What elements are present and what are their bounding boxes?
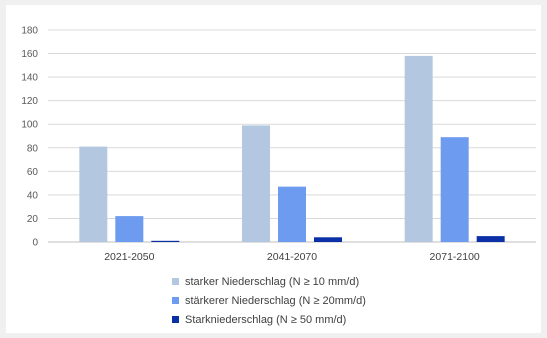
legend-item: stärkerer Niederschlag (N ≥ 20mm/d) — [172, 291, 366, 310]
bar — [476, 236, 505, 242]
y-tick-label: 140 — [21, 73, 38, 84]
y-axis: 0 20 40 60 80 100 120 140 160 180 — [21, 26, 38, 249]
y-tick-label: 100 — [21, 120, 38, 131]
legend-swatch — [172, 297, 179, 304]
legend-item: starker Niederschlag (N ≥ 10 mm/d) — [172, 272, 366, 291]
legend-item: Starkniederschlag (N ≥ 50 mm/d) — [172, 310, 366, 329]
bar — [440, 137, 469, 242]
x-tick-label: 2021-2050 — [104, 251, 154, 263]
bars — [79, 55, 505, 243]
bar — [242, 125, 270, 242]
legend: starker Niederschlag (N ≥ 10 mm/d) stärk… — [172, 272, 366, 329]
bar — [79, 146, 108, 242]
bar — [314, 237, 342, 242]
y-tick-label: 40 — [27, 190, 39, 201]
x-axis: 2021-2050 2041-2070 2071-2100 — [104, 251, 480, 263]
x-tick-label: 2071-2100 — [430, 251, 480, 263]
y-tick-label: 180 — [21, 26, 38, 37]
legend-label: stärkerer Niederschlag (N ≥ 20mm/d) — [185, 294, 366, 307]
bar — [151, 240, 180, 242]
y-tick-label: 0 — [32, 238, 38, 249]
y-tick-label: 120 — [21, 96, 38, 107]
y-tick-label: 20 — [27, 214, 39, 225]
y-tick-label: 160 — [21, 49, 38, 60]
bar — [115, 216, 144, 242]
legend-swatch — [172, 316, 179, 323]
bar — [404, 55, 433, 243]
legend-label: Starkniederschlag (N ≥ 50 mm/d) — [185, 313, 347, 326]
bar — [278, 186, 306, 242]
legend-swatch — [172, 278, 179, 285]
x-tick-label: 2041-2070 — [267, 251, 317, 263]
legend-label: starker Niederschlag (N ≥ 10 mm/d) — [185, 275, 360, 288]
y-tick-label: 80 — [27, 143, 39, 154]
y-tick-label: 60 — [27, 167, 39, 178]
